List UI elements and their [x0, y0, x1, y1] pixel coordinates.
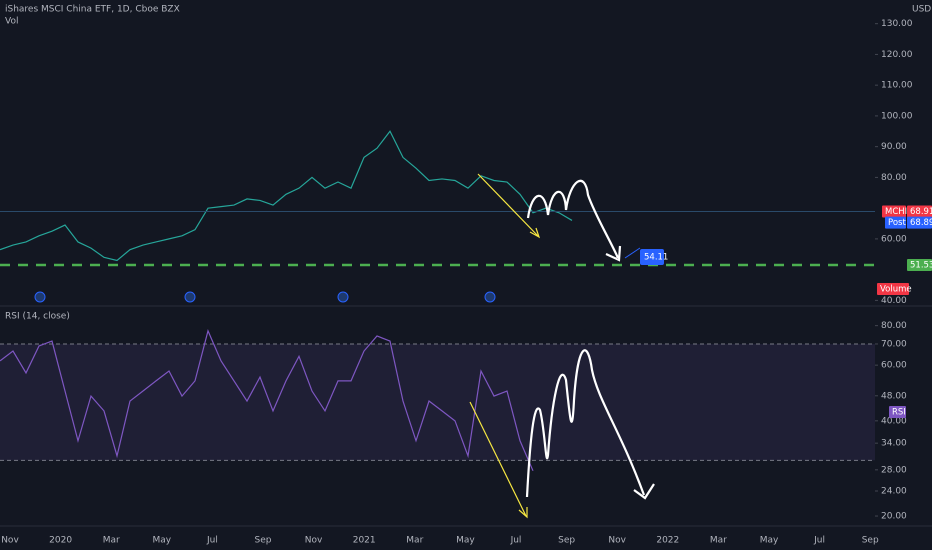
x-tick-label: Nov — [305, 536, 323, 546]
y-tick-label: 130.00 — [881, 19, 913, 29]
x-tick-label: Sep — [862, 536, 879, 546]
series-line — [0, 130, 573, 262]
y2-tick-label: 40.00 — [881, 416, 907, 426]
x-tick-label: May — [760, 536, 779, 546]
currency-label: USD — [912, 5, 931, 15]
volume-tag: Volume — [880, 285, 912, 295]
y-tick-label: 120.00 — [881, 50, 913, 60]
y-tick-label: 60.00 — [881, 234, 907, 244]
post-price-tag: 68.89 — [910, 218, 932, 228]
support-tag-box — [907, 258, 932, 271]
rsi-band — [0, 343, 875, 461]
post-price-tag-box — [907, 216, 932, 229]
y2-tick-label: 80.00 — [881, 321, 907, 331]
y2-tick-label: 70.00 — [881, 339, 907, 349]
x-tick-label: 2021 — [353, 536, 376, 546]
target-box — [640, 249, 664, 266]
rsi-tag-box — [889, 406, 906, 418]
last-price-tag: 68.91 — [910, 207, 932, 217]
x-tick-label: Mar — [406, 536, 423, 546]
rsi-tag: RSI — [892, 408, 906, 418]
x-tick-label: Jul — [510, 536, 522, 546]
y-tick-label: 40.00 — [881, 296, 907, 306]
x-tick-label: 2020 — [49, 536, 72, 546]
last-price-tag-box — [907, 205, 932, 218]
drawings — [469, 173, 655, 519]
series-line — [0, 329, 534, 472]
x-tick-label: Jul — [206, 536, 218, 546]
chart-title: iShares MSCI China ETF, 1D, Cboe BZX — [5, 5, 180, 15]
y2-tick-label: 28.00 — [881, 465, 907, 475]
x-tick-label: Mar — [710, 536, 727, 546]
volume-indicator-label: Vol — [5, 17, 18, 27]
earnings-icons — [34, 291, 496, 303]
x-tick-label: May — [152, 536, 171, 546]
rsi-title: RSI (14, close) — [5, 312, 70, 322]
target-label: 54.11 — [644, 253, 668, 263]
post-tag-box — [885, 216, 906, 229]
volume-tag-box — [877, 283, 909, 295]
y2-tick-label: 24.00 — [881, 486, 907, 496]
support-tag: 51.53 — [910, 260, 932, 270]
x-tick-label: 2022 — [656, 536, 679, 546]
symbol-tag: MCHI — [885, 207, 907, 217]
y2-tick-label: 34.00 — [881, 439, 907, 449]
x-tick-label: Sep — [255, 536, 272, 546]
y2-tick-label: 48.00 — [881, 391, 907, 401]
x-tick-label: May — [456, 536, 475, 546]
y2-tick-label: 20.00 — [881, 512, 907, 522]
x-tick-label: Jul — [813, 536, 825, 546]
symbol-tag-box — [882, 205, 906, 218]
x-tick-label: Mar — [103, 536, 120, 546]
y-tick-label: 80.00 — [881, 173, 907, 183]
x-tick-label: Nov — [608, 536, 626, 546]
y-tick-label: 90.00 — [881, 142, 907, 152]
x-tick-label: Nov — [1, 536, 19, 546]
x-tick-label: Sep — [558, 536, 575, 546]
y2-tick-label: 60.00 — [881, 361, 907, 371]
y-tick-label: 110.00 — [881, 81, 913, 91]
post-tag: Post — [888, 218, 906, 228]
y-tick-label: 100.00 — [881, 111, 913, 121]
